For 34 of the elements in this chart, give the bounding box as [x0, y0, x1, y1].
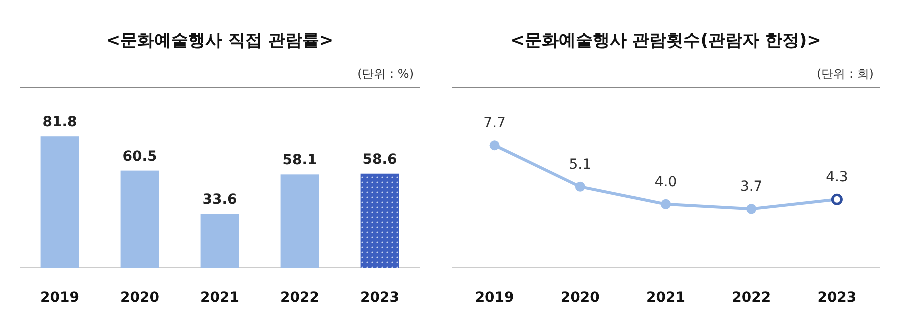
x-tick-label: 2020	[560, 290, 600, 306]
bar	[200, 214, 240, 268]
point	[746, 204, 757, 214]
bar	[280, 174, 320, 268]
data-label: 58.6	[362, 152, 398, 168]
x-tick-label: 2022	[280, 290, 320, 306]
x-tick-label: 2021	[646, 290, 686, 306]
bar	[360, 174, 400, 268]
chart-title: <문화예술행사 직접 관람률>	[106, 31, 334, 51]
point	[831, 194, 843, 206]
text: (단위 : %)	[358, 67, 414, 81]
text: (단위 : 회)	[816, 67, 874, 81]
x-tick-label: 2019	[475, 290, 514, 306]
data-label: 5.1	[569, 156, 592, 173]
data-label: 7.7	[484, 116, 506, 132]
data-label: 3.7	[740, 179, 763, 196]
data-label: 81.8	[42, 114, 78, 131]
x-tick-label: 2023	[818, 290, 857, 306]
point	[490, 140, 500, 151]
data-label: 33.6	[202, 192, 238, 208]
bar	[120, 170, 160, 268]
x-tick-label: 2022	[732, 290, 772, 306]
x-tick-label: 2019	[40, 290, 80, 306]
point	[661, 199, 671, 210]
data-label: 4.3	[826, 170, 848, 186]
x-tick-label: 2020	[120, 290, 160, 306]
x-tick-label: 2021	[200, 290, 240, 306]
data-label: 60.5	[122, 148, 158, 165]
data-label: 4.0	[654, 174, 678, 190]
point	[575, 182, 586, 192]
bar	[40, 136, 80, 268]
x-tick-label: 2023	[360, 290, 400, 306]
chart-title: <문화예술행사 관람횟수(관람자 한정)>	[510, 31, 822, 51]
data-label: 58.1	[282, 152, 318, 169]
